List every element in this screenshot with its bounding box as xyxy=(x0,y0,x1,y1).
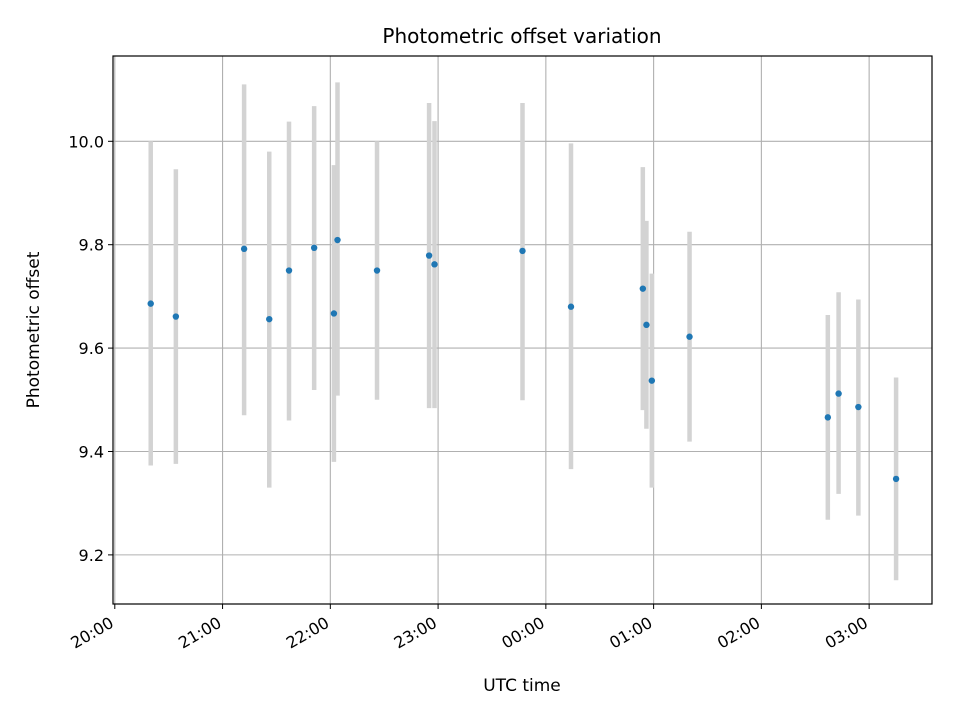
y-axis-ticks: 9.2 9.4 9.6 9.8 10.0 xyxy=(68,132,113,565)
y-tick-label: 9.6 xyxy=(79,339,104,358)
data-point xyxy=(824,414,832,421)
y-tick-label: 9.2 xyxy=(79,546,104,565)
y-axis-title: Photometric offset xyxy=(24,251,44,408)
data-point xyxy=(648,377,656,384)
y-tick-label: 9.8 xyxy=(79,236,104,255)
data-point xyxy=(892,475,900,483)
data-point xyxy=(330,310,338,317)
y-tick-label: 9.4 xyxy=(79,442,104,461)
data-point xyxy=(855,403,862,411)
data-point xyxy=(310,244,318,251)
data-point xyxy=(373,267,381,274)
data-point xyxy=(686,333,693,340)
data-point xyxy=(567,303,575,310)
data-point xyxy=(431,261,438,268)
data-point xyxy=(285,267,293,274)
data-point xyxy=(425,252,433,259)
data-point xyxy=(147,300,154,307)
plot-frame xyxy=(112,55,933,605)
data-point xyxy=(643,321,650,329)
data-point xyxy=(172,313,180,320)
y-tick-label: 10.0 xyxy=(68,132,104,151)
data-point xyxy=(835,390,842,397)
data-point xyxy=(639,285,647,292)
point-layer xyxy=(147,236,900,483)
chart-title: Photometric offset variation xyxy=(382,24,661,48)
x-axis-title: UTC time xyxy=(483,676,561,696)
data-point xyxy=(334,236,341,244)
data-point xyxy=(519,247,526,255)
data-point xyxy=(240,245,248,253)
data-point xyxy=(266,315,273,323)
